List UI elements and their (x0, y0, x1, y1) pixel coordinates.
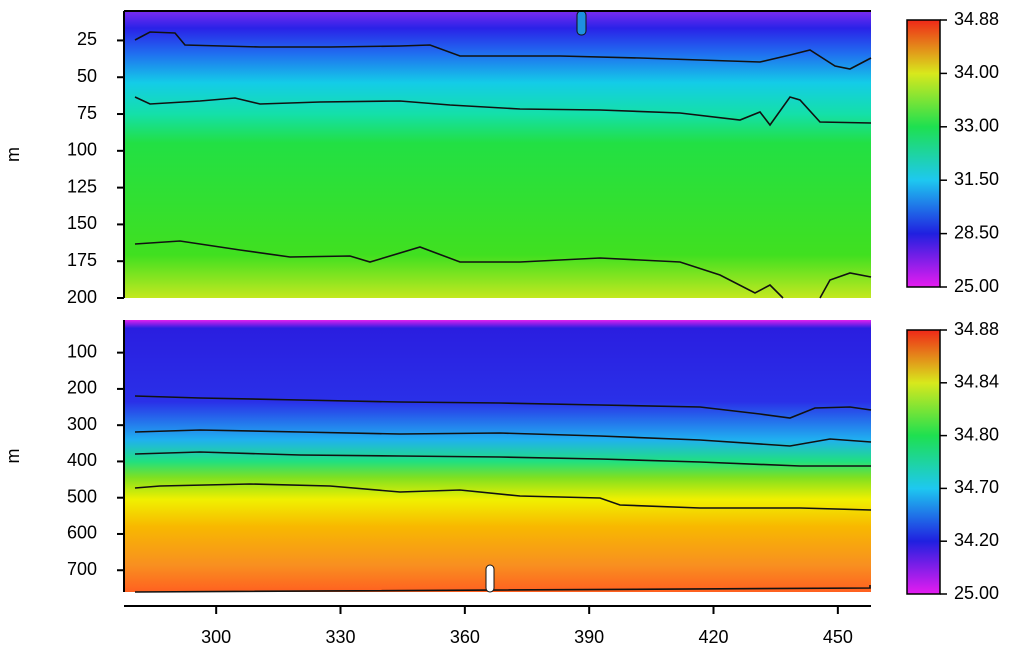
contour (485, 564, 495, 593)
colorbar-tick-label: 34.88 (954, 319, 999, 339)
heatmap-field (125, 320, 871, 592)
colorbar-tick-label: 34.70 (954, 477, 999, 497)
y-tick-label: 700 (67, 559, 97, 579)
contour (134, 585, 871, 593)
y-tick-label: 300 (67, 414, 97, 434)
y-tick-label: 125 (67, 176, 97, 196)
colorbar-tick-label: 34.00 (954, 62, 999, 82)
contour (576, 10, 587, 36)
x-tick-label: 360 (450, 627, 480, 647)
contour (134, 483, 872, 511)
x-tick-label: 420 (698, 627, 728, 647)
y-axis-label: m (3, 449, 23, 464)
y-tick-label: 75 (77, 103, 97, 123)
colorbar (906, 19, 941, 288)
colorbar-tick-label: 25.00 (954, 583, 999, 603)
x-tick-label: 450 (823, 627, 853, 647)
heatmap-field (125, 11, 871, 298)
x-tick-label: 390 (574, 627, 604, 647)
y-tick-label: 200 (67, 287, 97, 307)
y-tick-label: 50 (77, 66, 97, 86)
x-tick-label: 300 (201, 627, 231, 647)
contour (134, 395, 872, 419)
y-tick-label: 400 (67, 450, 97, 470)
colorbar-tick-label: 34.80 (954, 424, 999, 444)
contour (134, 96, 872, 127)
colorbar (906, 329, 941, 595)
contour (134, 429, 872, 447)
y-tick-label: 600 (67, 523, 97, 543)
contour (134, 31, 872, 70)
y-tick-label: 500 (67, 486, 97, 506)
y-tick-label: 25 (77, 29, 97, 49)
y-tick-label: 150 (67, 213, 97, 233)
colorbar-tick-label: 28.50 (954, 222, 999, 242)
contour (134, 240, 872, 299)
y-tick-label: 100 (67, 341, 97, 361)
y-tick-label: 175 (67, 250, 97, 270)
x-tick-label: 330 (325, 627, 355, 647)
colorbar-tick-label: 25.00 (954, 276, 999, 296)
contour (134, 451, 871, 467)
y-tick-label: 100 (67, 140, 97, 160)
colorbar-tick-label: 31.50 (954, 169, 999, 189)
y-axis-label: m (3, 147, 23, 162)
colorbar-tick-label: 34.88 (954, 9, 999, 29)
colorbar-tick-label: 33.00 (954, 116, 999, 136)
colorbar-tick-label: 34.84 (954, 372, 999, 392)
colorbar-tick-label: 34.20 (954, 530, 999, 550)
y-tick-label: 200 (67, 378, 97, 398)
